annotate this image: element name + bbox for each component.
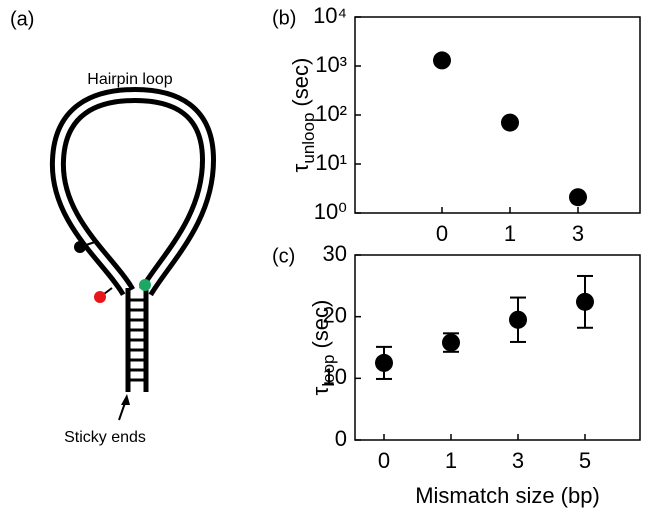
point bbox=[509, 310, 527, 329]
x-axis-label: Mismatch size (bp) bbox=[415, 483, 600, 508]
x-tick-label: 1 bbox=[445, 448, 457, 473]
y-label-unit: (sec) bbox=[308, 300, 333, 349]
point bbox=[433, 51, 451, 70]
y-tick-label: 0 bbox=[335, 426, 347, 451]
y-tick-label: 10⁴ bbox=[313, 3, 347, 28]
y-axis-label: τloop (sec) bbox=[308, 300, 339, 396]
y-tick-label: 10¹ bbox=[315, 150, 347, 175]
axes-box bbox=[354, 254, 641, 441]
loop-label: Hairpin loop bbox=[87, 71, 172, 88]
panel-label: (b) bbox=[272, 7, 296, 29]
point bbox=[569, 188, 587, 207]
x-tick-label: 5 bbox=[579, 448, 591, 473]
y-tick-label: 10⁰ bbox=[314, 199, 347, 224]
panel-label: (c) bbox=[272, 245, 295, 267]
x-tick-label: 1 bbox=[504, 221, 516, 246]
y-tick-label: 20 bbox=[323, 302, 347, 327]
point bbox=[442, 333, 460, 352]
x-tick-label: 0 bbox=[436, 221, 448, 246]
hairpin bbox=[49, 86, 217, 421]
panel-label: (a) bbox=[10, 8, 34, 30]
axes-box bbox=[354, 16, 641, 214]
x-tick-label: 3 bbox=[512, 448, 524, 473]
y-label-subscript: loop bbox=[319, 355, 338, 387]
y-tick-label: 30 bbox=[323, 241, 347, 266]
y-label-unit: (sec) bbox=[288, 58, 313, 107]
y-tick-label: 10² bbox=[315, 101, 347, 126]
y-tick-label: 10³ bbox=[315, 52, 347, 77]
ends-label: Sticky ends bbox=[64, 429, 146, 446]
y-label-symbol: τ bbox=[288, 163, 313, 172]
y-axis-label: τunloop (sec) bbox=[288, 58, 319, 173]
y-label-symbol: τ bbox=[308, 386, 333, 395]
x-tick-label: 0 bbox=[378, 448, 390, 473]
y-label-subscript: unloop bbox=[299, 113, 318, 164]
point bbox=[375, 353, 393, 372]
point bbox=[576, 292, 594, 311]
y-tick-label: 10 bbox=[323, 364, 347, 389]
point bbox=[501, 113, 519, 132]
x-tick-label: 3 bbox=[572, 221, 584, 246]
